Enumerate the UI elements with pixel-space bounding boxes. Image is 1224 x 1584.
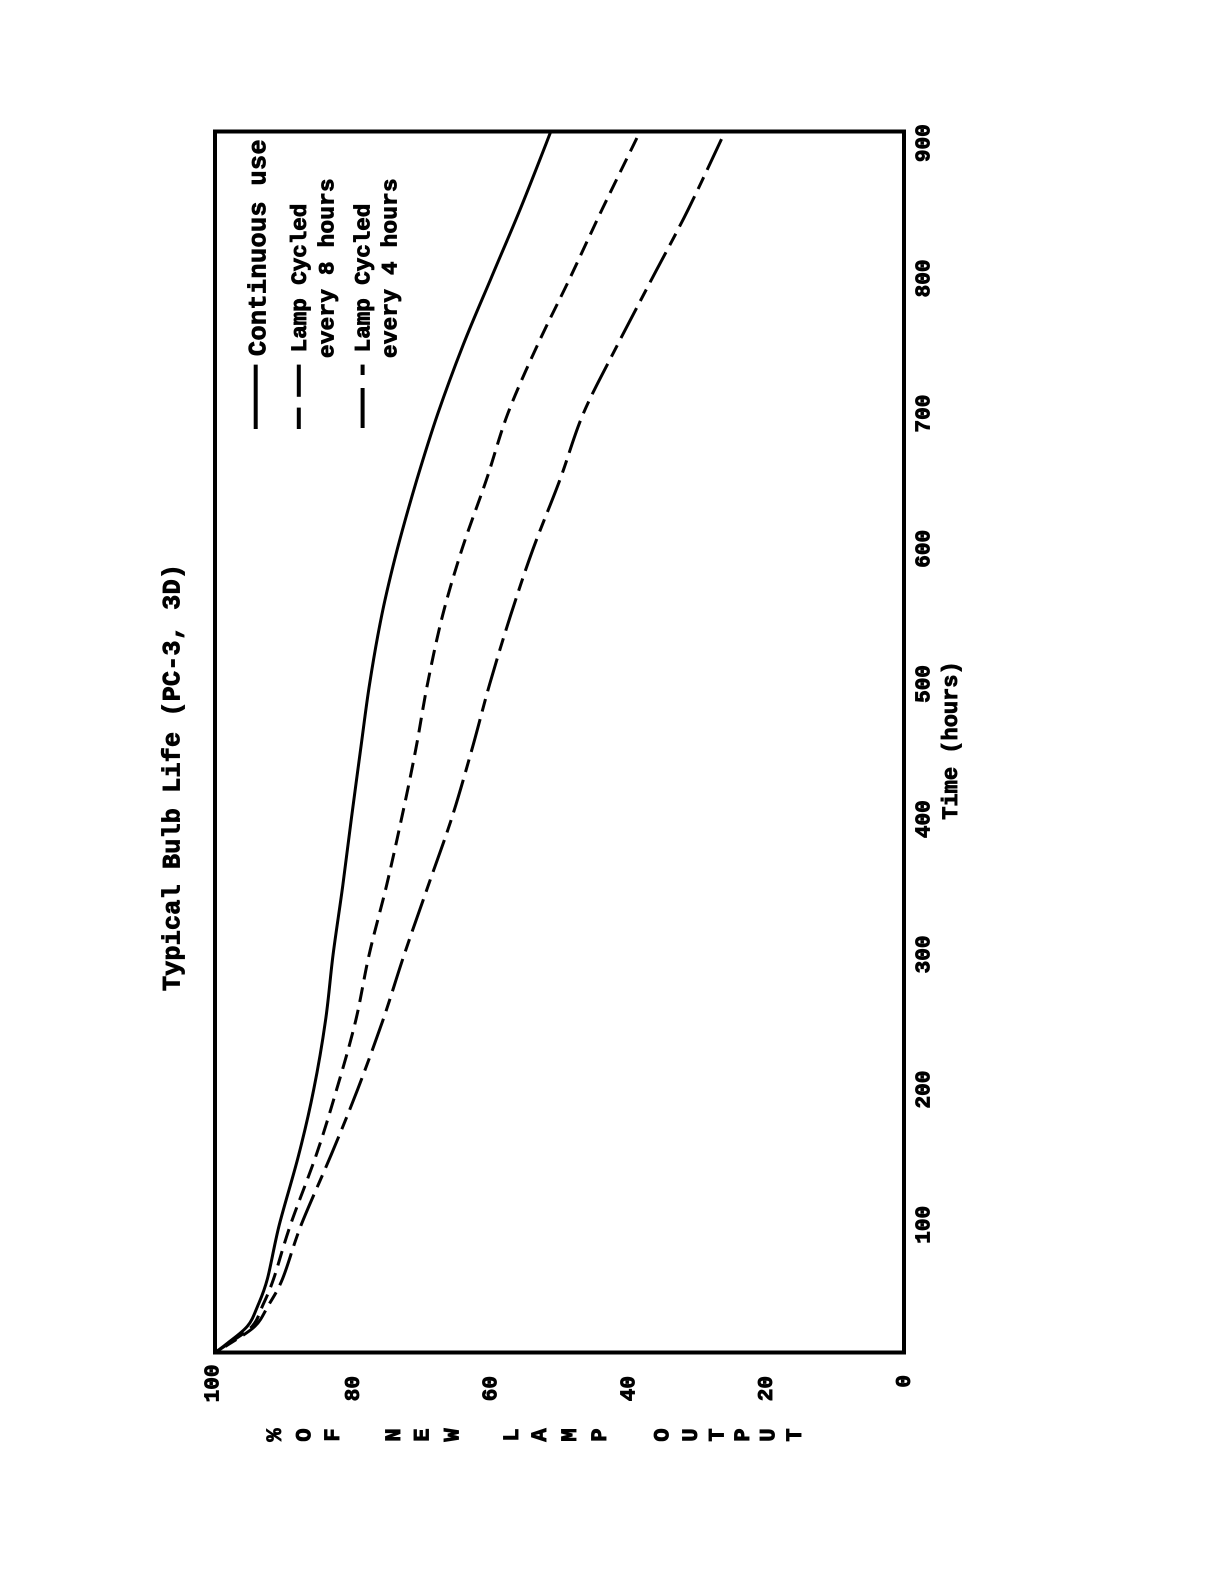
svg-text:N: N (382, 1428, 407, 1441)
svg-text:L: L (500, 1428, 525, 1441)
svg-text:600: 600 (914, 530, 937, 568)
svg-text:0: 0 (894, 1375, 917, 1388)
svg-text:T: T (783, 1428, 808, 1441)
svg-text:P: P (731, 1428, 756, 1441)
svg-text:800: 800 (914, 259, 937, 297)
svg-text:O: O (293, 1428, 318, 1441)
svg-text:O: O (651, 1428, 676, 1441)
svg-text:Lamp Cycled: Lamp Cycled (351, 204, 377, 353)
svg-text:20: 20 (756, 1376, 779, 1401)
svg-text:M: M (558, 1428, 583, 1441)
svg-text:100: 100 (914, 1206, 937, 1244)
svg-text:U: U (756, 1428, 781, 1441)
svg-text:400: 400 (914, 800, 937, 838)
svg-text:A: A (528, 1428, 553, 1442)
svg-text:Continuous use: Continuous use (245, 139, 274, 356)
svg-text:700: 700 (914, 395, 937, 433)
svg-text:U: U (679, 1428, 704, 1441)
svg-text:every 4 hours: every 4 hours (378, 178, 404, 358)
svg-text:Lamp Cycled: Lamp Cycled (287, 204, 313, 353)
svg-text:P: P (588, 1428, 613, 1441)
svg-text:300: 300 (914, 935, 937, 973)
svg-text:every 8 hours: every 8 hours (315, 178, 341, 358)
svg-text:%: % (263, 1428, 288, 1442)
svg-text:Time (hours): Time (hours) (939, 661, 964, 819)
svg-text:100: 100 (203, 1365, 226, 1403)
svg-text:60: 60 (481, 1376, 504, 1401)
svg-text:W: W (440, 1428, 465, 1442)
svg-text:T: T (706, 1428, 731, 1441)
svg-text:900: 900 (914, 124, 937, 162)
svg-text:40: 40 (618, 1376, 641, 1401)
svg-text:80: 80 (343, 1376, 366, 1401)
svg-text:Typical Bulb Life (PC-3, 3D): Typical Bulb Life (PC-3, 3D) (159, 564, 188, 991)
svg-text:500: 500 (914, 665, 937, 703)
svg-text:E: E (410, 1428, 435, 1441)
svg-text:200: 200 (914, 1071, 937, 1109)
svg-text:F: F (321, 1428, 346, 1441)
